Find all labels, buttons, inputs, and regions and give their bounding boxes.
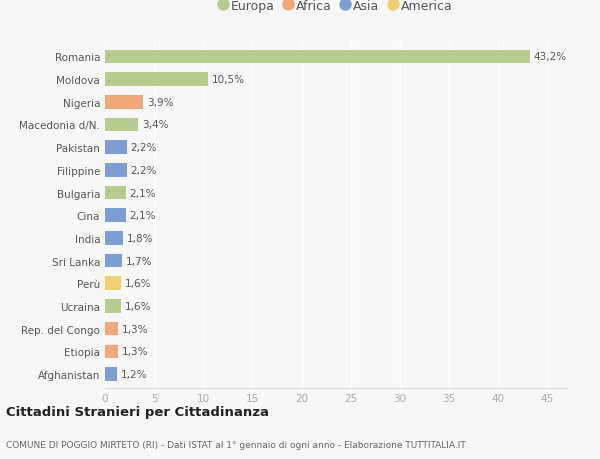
Text: 1,6%: 1,6% — [125, 301, 151, 311]
Text: 1,8%: 1,8% — [127, 233, 153, 243]
Text: 10,5%: 10,5% — [212, 75, 245, 85]
Text: 1,6%: 1,6% — [125, 279, 151, 289]
Text: 1,2%: 1,2% — [121, 369, 147, 379]
Legend: Europa, Africa, Asia, America: Europa, Africa, Asia, America — [216, 0, 456, 17]
Bar — [105, 73, 208, 87]
Text: 2,1%: 2,1% — [130, 211, 156, 221]
Bar — [105, 164, 127, 177]
Bar — [105, 232, 122, 245]
Text: 43,2%: 43,2% — [533, 52, 567, 62]
Text: 3,9%: 3,9% — [147, 97, 174, 107]
Text: 1,3%: 1,3% — [122, 324, 148, 334]
Text: 1,7%: 1,7% — [125, 256, 152, 266]
Text: Cittadini Stranieri per Cittadinanza: Cittadini Stranieri per Cittadinanza — [6, 405, 269, 419]
Bar — [105, 345, 118, 358]
Bar — [105, 254, 122, 268]
Bar — [105, 209, 125, 223]
Bar — [105, 277, 121, 291]
Bar — [105, 95, 143, 109]
Text: 3,4%: 3,4% — [142, 120, 169, 130]
Text: 2,1%: 2,1% — [130, 188, 156, 198]
Text: 2,2%: 2,2% — [131, 165, 157, 175]
Bar — [105, 300, 121, 313]
Text: 2,2%: 2,2% — [131, 143, 157, 153]
Bar — [105, 118, 139, 132]
Bar — [105, 50, 530, 64]
Text: COMUNE DI POGGIO MIRTETO (RI) - Dati ISTAT al 1° gennaio di ogni anno - Elaboraz: COMUNE DI POGGIO MIRTETO (RI) - Dati IST… — [6, 441, 466, 449]
Bar — [105, 368, 117, 381]
Bar — [105, 186, 125, 200]
Bar — [105, 322, 118, 336]
Text: 1,3%: 1,3% — [122, 347, 148, 357]
Bar — [105, 141, 127, 155]
